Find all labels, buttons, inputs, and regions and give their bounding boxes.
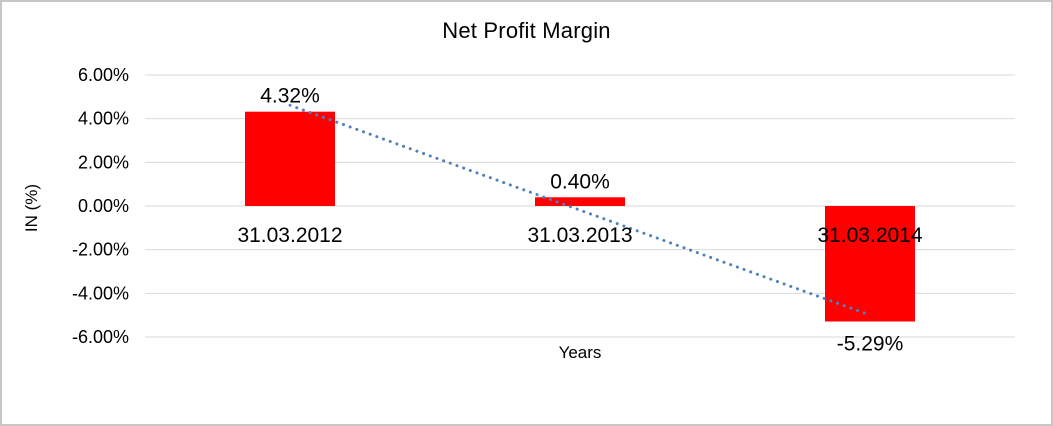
bar-data-label: 4.32% bbox=[260, 85, 320, 108]
x-category-label: 31.03.2013 bbox=[527, 224, 632, 247]
y-tick-label: 4.00% bbox=[78, 109, 129, 129]
bar[interactable] bbox=[245, 111, 335, 206]
x-category-label: 31.03.2014 bbox=[817, 224, 922, 247]
x-axis-title: Years bbox=[558, 343, 602, 362]
y-tick-label: 2.00% bbox=[78, 152, 129, 172]
trendline[interactable] bbox=[288, 103, 872, 317]
y-axis-title: IN (%) bbox=[22, 183, 41, 233]
chart-title: Net Profit Margin bbox=[442, 18, 611, 43]
bar[interactable] bbox=[825, 206, 915, 322]
y-tick-label: -4.00% bbox=[72, 283, 129, 303]
bar[interactable] bbox=[535, 197, 625, 206]
y-tick-label: -6.00% bbox=[72, 327, 129, 347]
bar-data-label: 0.40% bbox=[550, 170, 610, 193]
y-tick-label: 0.00% bbox=[78, 196, 129, 216]
x-category-label: 31.03.2012 bbox=[237, 224, 342, 247]
y-tick-label: 6.00% bbox=[78, 65, 129, 85]
y-tick-label: -2.00% bbox=[72, 240, 129, 260]
bar-data-label: -5.29% bbox=[837, 332, 904, 355]
